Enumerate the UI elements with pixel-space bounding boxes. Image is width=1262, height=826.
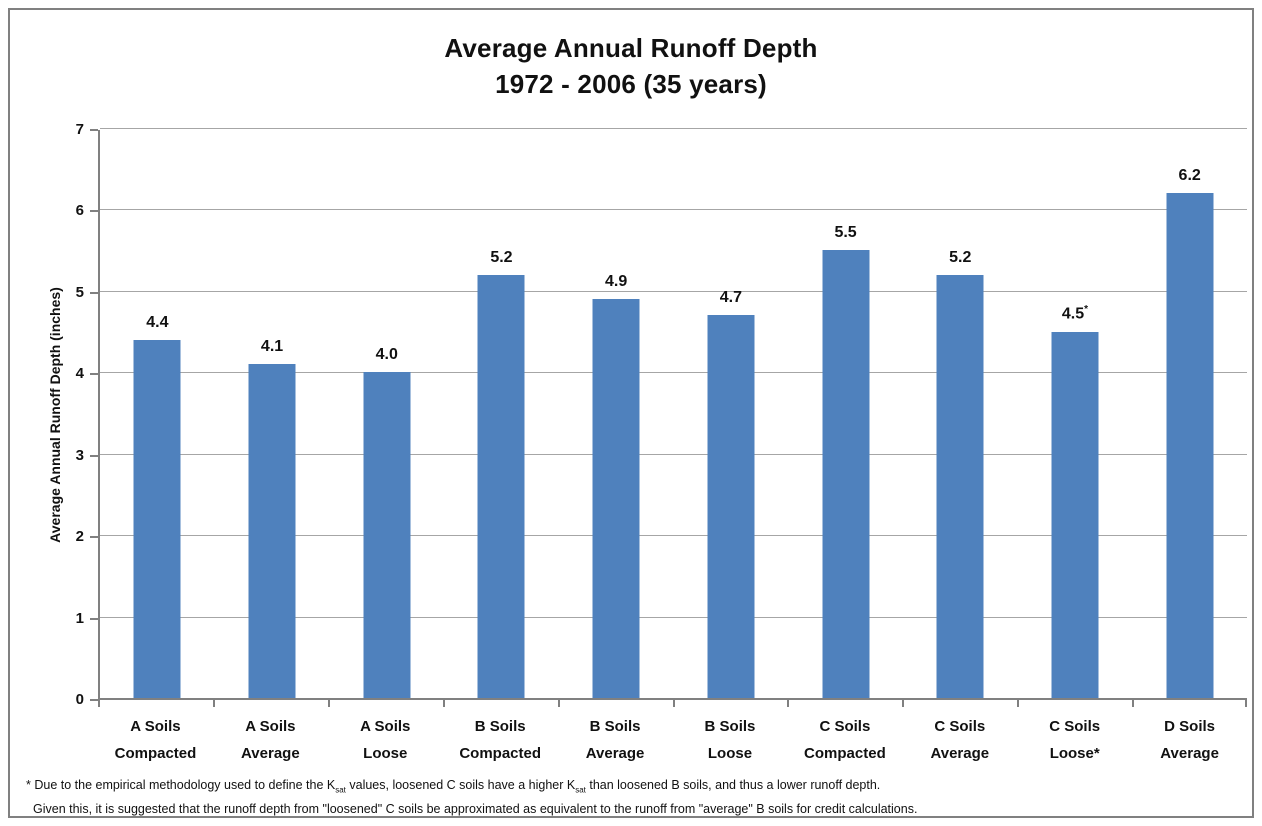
x-category-label: C Soils Compacted: [804, 718, 886, 762]
y-axis-title-text: Average Annual Runoff Depth (inches): [47, 287, 63, 543]
bar: [477, 274, 525, 698]
bar-slot: 4.7: [674, 130, 789, 698]
x-category-label: C Soils Loose*: [1049, 718, 1101, 762]
bar-value-label: 5.2: [949, 248, 972, 266]
gridline: [100, 128, 1247, 129]
y-tick-mark: [90, 454, 98, 457]
x-tick-mark: [212, 700, 215, 707]
y-tick-mark: [90, 210, 98, 213]
bar-slot: 5.2: [444, 130, 559, 698]
bar-value-label: 4.4: [146, 313, 169, 331]
gridline: [100, 453, 1247, 455]
chart-frame: Average Annual Runoff Depth 1972 - 2006 …: [8, 8, 1254, 818]
gridline: [100, 209, 1247, 211]
bar: [1166, 193, 1214, 698]
x-category-label: A Soils Average: [241, 718, 300, 762]
y-tick-label: 2: [75, 528, 84, 546]
y-tick-mark: [90, 536, 98, 539]
x-category-label: B Soils Loose: [704, 718, 756, 762]
bar-series: 4.4 4.1 4.0 5.2 4.9 4.7 5.5 5.2 4.5* 6.2: [100, 130, 1247, 698]
ksat-subscript: sat: [575, 785, 586, 795]
bar-value-label: 4.7: [719, 289, 742, 307]
bar-slot: 4.4: [100, 130, 215, 698]
bar-value-label: 4.0: [375, 346, 398, 364]
bar-slot: 5.2: [903, 130, 1018, 698]
bar: [1051, 331, 1099, 698]
y-tick-label: 5: [75, 283, 84, 301]
bar-value-label: 4.5*: [1061, 304, 1089, 323]
x-tick-mark: [557, 700, 560, 707]
x-tick-mark: [98, 700, 100, 707]
gridline: [100, 372, 1247, 374]
y-tick-label: 6: [75, 202, 84, 220]
bar-value-label: 5.5: [834, 224, 857, 242]
y-tick-mark: [90, 291, 98, 294]
bar-slot: 4.1: [215, 130, 330, 698]
bar-slot: 4.5*: [1018, 130, 1133, 698]
bar: [822, 250, 870, 698]
chart-title: Average Annual Runoff Depth: [444, 33, 818, 63]
x-axis-ticks: [98, 700, 1247, 707]
bar-slot: 5.5: [788, 130, 903, 698]
x-category-label: B Soils Compacted: [459, 718, 542, 762]
bar: [363, 372, 411, 698]
y-tick-mark: [90, 617, 98, 620]
x-tick-mark: [787, 700, 790, 707]
y-tick-mark: [90, 699, 98, 701]
x-category-label: B Soils Average: [585, 718, 645, 762]
asterisk-superscript: *: [1084, 304, 1089, 316]
x-tick-mark: [902, 700, 905, 707]
bar-value-label: 6.2: [1178, 167, 1201, 185]
y-tick-label: 3: [75, 446, 84, 464]
gridline: [100, 290, 1247, 292]
bar-slot: 6.2: [1132, 130, 1247, 698]
x-axis-labels: A Soils Compacted A Soils Average A Soils Loo…: [98, 713, 1247, 767]
bar-slot: 4.9: [559, 130, 674, 698]
bar: [592, 299, 640, 698]
x-category-label: A Soils Compacted: [114, 718, 197, 762]
y-tick-label: 7: [75, 121, 84, 138]
gridline: [100, 616, 1247, 618]
footnote-line-2: Given this, it is suggested that the run…: [33, 801, 918, 816]
ksat-subscript: sat: [335, 785, 346, 795]
x-tick-mark: [672, 700, 675, 707]
bar-value-label: 4.9: [605, 273, 628, 290]
chart-subtitle: 1972 - 2006 (35 years): [495, 69, 767, 99]
bar-value-label: 5.2: [490, 248, 513, 266]
plot-area: 4.4 4.1 4.0 5.2 4.9 4.7 5.5 5.2 4.5* 6.2: [98, 128, 1247, 700]
y-tick-mark: [90, 373, 98, 376]
gridline: [100, 535, 1247, 537]
y-tick-label: 1: [75, 609, 84, 627]
footnote-line-1: * Due to the empirical methodology used …: [26, 778, 881, 795]
bar: [248, 364, 296, 698]
x-category-label: A Soils Loose: [360, 718, 411, 762]
bar: [133, 339, 181, 698]
x-category-label: D Soils Average: [1160, 718, 1219, 762]
bar: [707, 315, 755, 698]
y-tick-label: 4: [75, 365, 84, 383]
x-category-label: C Soils Average: [930, 718, 990, 762]
x-tick-mark: [1245, 700, 1247, 707]
y-tick-mark: [90, 129, 98, 131]
x-tick-mark: [1132, 700, 1135, 707]
y-tick-label: 0: [75, 691, 84, 708]
bar-slot: 4.0: [329, 130, 444, 698]
footnote: * Due to the empirical methodology used …: [26, 776, 1246, 818]
bar-value-label: 4.1: [260, 338, 284, 356]
chart-title-block: Average Annual Runoff Depth 1972 - 2006 …: [10, 30, 1252, 102]
x-tick-mark: [1017, 700, 1020, 707]
bar: [936, 274, 984, 698]
x-tick-mark: [442, 700, 445, 707]
x-tick-mark: [327, 700, 330, 707]
